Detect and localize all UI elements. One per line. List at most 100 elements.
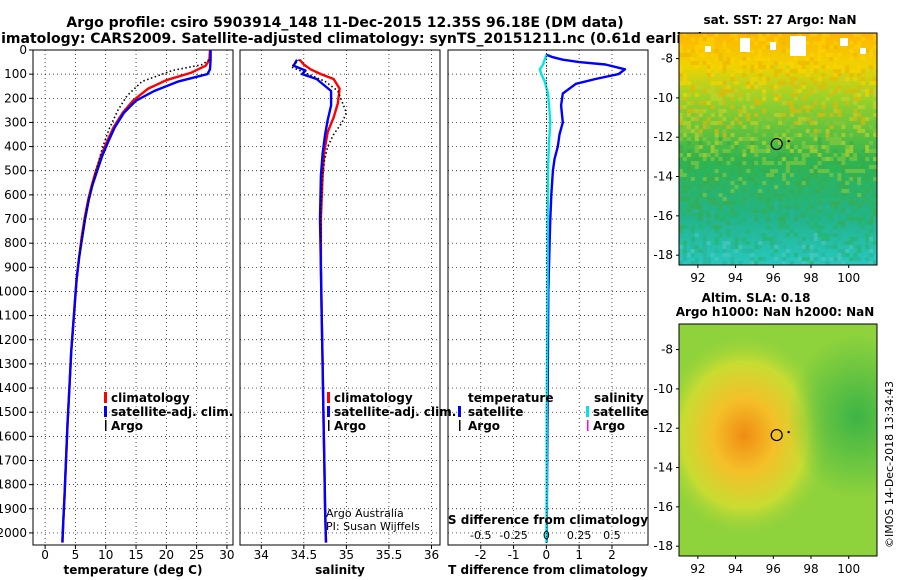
sst-pixel [686,149,691,153]
sst-pixel [762,89,767,93]
sst-pixel [857,65,862,69]
sst-pixel [730,57,735,61]
temperature-series [61,50,212,543]
sst-pixel [682,213,687,217]
sst-pixel [801,177,806,181]
sst-pixel [865,245,870,249]
sst-pixel [817,113,822,117]
sst-pixel [754,245,759,249]
sst-pixel [750,85,755,89]
sst-pixel [734,213,739,217]
sst-pixel [762,57,767,61]
sst-pixel [841,189,846,193]
sst-pixel [813,33,818,37]
sst-pixel [679,73,683,77]
sst-pixel [706,37,711,41]
sst-pixel [805,117,810,121]
sst-pixel [754,153,759,157]
sst-pixel [865,237,870,241]
depth-tick-label: 0 [19,43,27,57]
sst-pixel [813,101,818,105]
sst-pixel [730,89,735,93]
sst-pixel [778,85,782,89]
sst-pixel [837,249,842,253]
sst-pixel [706,117,711,121]
sst-pixel [801,249,806,253]
sst-pixel [825,169,830,173]
sst-pixel [849,41,854,45]
map-x-tick-label: 100 [837,562,860,576]
sst-pixel [781,101,786,105]
sst-pixel [698,249,703,253]
sst-pixel [718,229,723,233]
sst-pixel [698,133,703,137]
sst-pixel [714,181,719,185]
sst-pixel [853,97,858,101]
sst-pixel [718,209,723,213]
sst-pixel [861,225,866,229]
sst-pixel [781,121,786,125]
sst-pixel [730,257,735,261]
sst-pixel [781,221,786,225]
sst-pixel [694,249,699,253]
sst-pixel [738,137,743,141]
sst-pixel [825,193,830,197]
sst-pixel [686,205,691,209]
sst-pixel [730,225,735,229]
sst-pixel [742,153,747,157]
sst-pixel [714,33,719,37]
sst-pixel [829,93,834,97]
sst-pixel [829,173,834,177]
sst-pixel [873,113,877,117]
sst-cloud-gap [705,46,711,52]
sst-pixel [861,73,866,77]
sst-pixel [750,105,755,109]
sst-pixel [801,117,806,121]
sst-pixel [861,37,866,41]
sst-pixel [778,217,782,221]
sst-pixel [702,125,707,129]
sst-pixel [789,213,794,217]
s-diff-tick-label: 0.5 [603,529,621,542]
sst-pixel [722,221,727,225]
sst-pixel [793,197,798,201]
sst-pixel [809,173,814,177]
sst-pixel [702,61,707,65]
sst-pixel [758,165,763,169]
sst-pixel [682,77,687,81]
sla-map-axes: 92 94 96 98 100 -8 -10 -12 -14 -16 -18 [653,343,860,576]
sst-pixel [833,57,838,61]
sst-pixel [845,65,850,69]
sst-pixel [682,129,687,133]
sst-pixel [690,209,695,213]
sst-pixel [853,117,858,121]
sst-pixel [853,157,858,161]
sst-pixel [710,209,715,213]
sst-pixel [837,233,842,237]
sst-pixel [770,225,775,229]
sst-pixel [873,193,877,197]
sst-pixel [742,249,747,253]
sst-pixel [734,197,739,201]
sst-pixel [809,69,814,73]
sst-pixel [742,177,747,181]
sst-pixel [833,101,838,105]
depth-tick-label: 700 [4,212,27,226]
sst-pixel [805,105,810,109]
sst-pixel [730,169,735,173]
sst-pixel [833,245,838,249]
depth-axis: 0 100 200 300 400 500 600 700 800 900 1000 1100 1200… [0,43,33,540]
sst-pixel [722,65,727,69]
sst-pixel [793,57,798,61]
sst-pixel [837,257,842,261]
sst-pixel [750,177,755,181]
sst-pixel [861,149,866,153]
legend-label-argo: Argo [111,419,143,433]
sst-pixel [690,249,695,253]
sst-pixel [849,197,854,201]
sst-pixel [682,125,687,129]
sst-pixel [785,169,790,173]
sst-pixel [710,197,715,201]
sst-pixel [841,153,846,157]
sst-pixel [809,165,814,169]
